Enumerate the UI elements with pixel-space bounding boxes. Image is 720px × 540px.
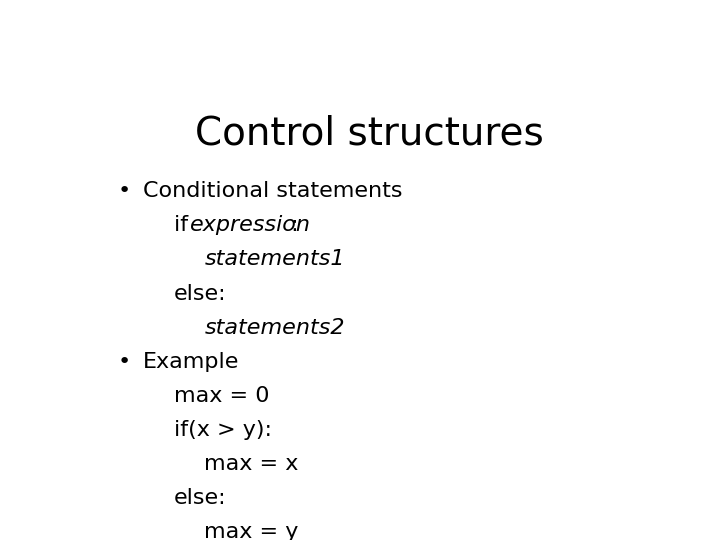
Text: statements1: statements1 (204, 249, 345, 269)
Text: statements2: statements2 (204, 318, 345, 338)
Text: if(x > y):: if(x > y): (174, 420, 271, 440)
Text: else:: else: (174, 488, 226, 508)
Text: if: if (174, 215, 195, 235)
Text: expression: expression (190, 215, 311, 235)
Text: max = y: max = y (204, 522, 299, 540)
Text: •: • (118, 352, 131, 372)
Text: max = 0: max = 0 (174, 386, 269, 406)
Text: Control structures: Control structures (194, 114, 544, 153)
Text: max = x: max = x (204, 454, 299, 474)
Text: Conditional statements: Conditional statements (143, 181, 402, 201)
Text: else:: else: (174, 284, 226, 303)
Text: :: : (284, 215, 299, 235)
Text: •: • (118, 181, 131, 201)
Text: Example: Example (143, 352, 239, 372)
